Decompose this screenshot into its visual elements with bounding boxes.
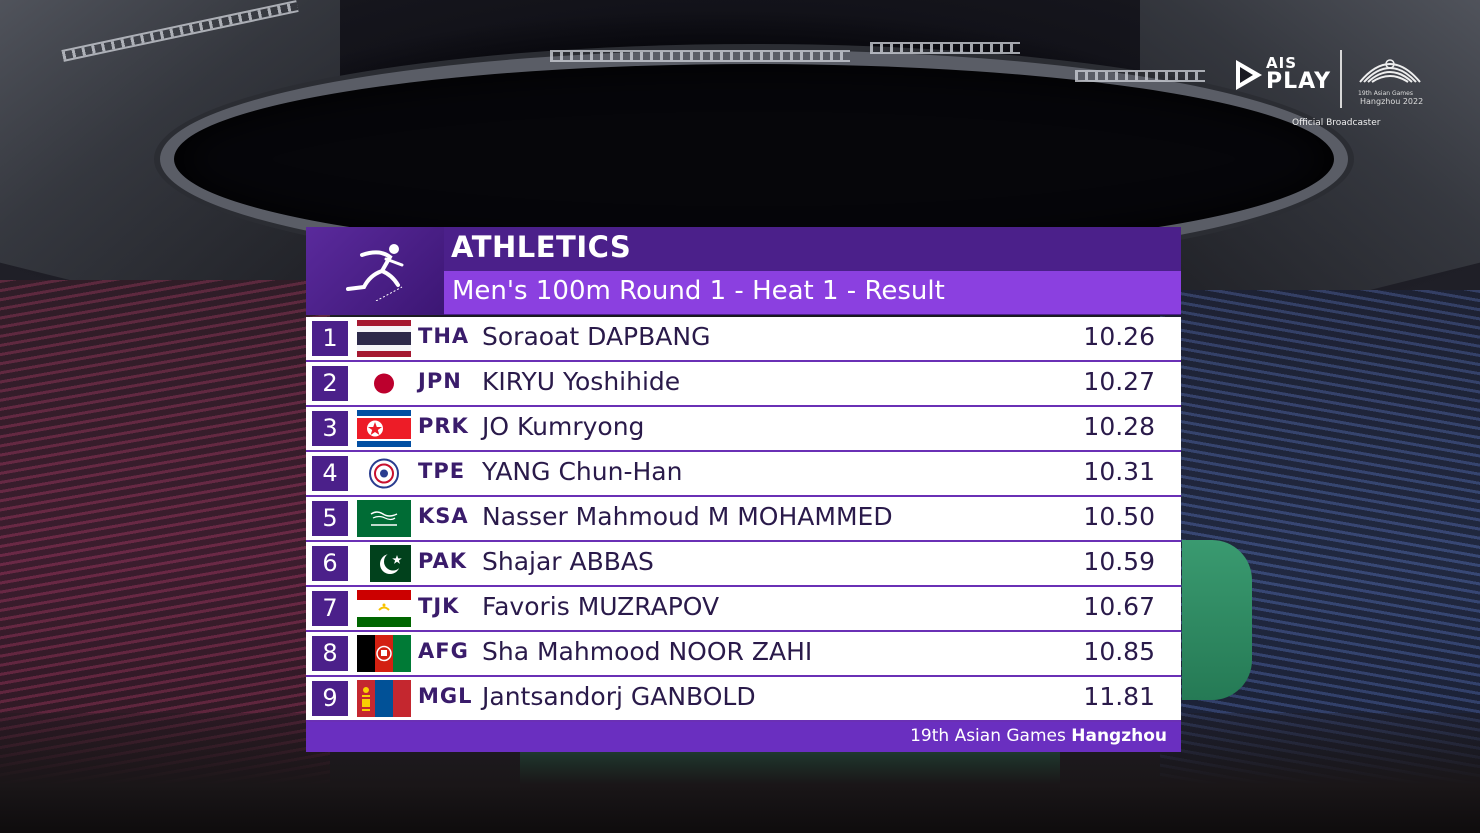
saudi-arabia-flag-icon xyxy=(357,500,411,537)
track-field-right xyxy=(1182,540,1252,700)
footer-label: 19th Asian Games Hangzhou xyxy=(910,726,1167,746)
footer-city: Hangzhou xyxy=(1071,726,1167,746)
result-row: 2 JPN KIRYU Yoshihide 10.27 xyxy=(306,362,1181,407)
lighting-truss xyxy=(1075,70,1205,82)
result-time: 10.28 xyxy=(1083,412,1155,441)
result-time: 10.85 xyxy=(1083,637,1155,666)
japan-flag-icon xyxy=(357,365,411,402)
broadcaster-branding: AIS PLAY 19th Asian Games Hangzhou 2022 … xyxy=(1236,50,1436,135)
ais-label: AIS xyxy=(1266,54,1297,72)
result-row: 7 TJK Favoris MUZRAPOV 10.67 xyxy=(306,587,1181,632)
result-row: 5 KSA Nasser Mahmoud M MOHAMMED 10.50 xyxy=(306,497,1181,542)
games-line1: 19th Asian Games xyxy=(1358,90,1413,97)
country-code: THA xyxy=(418,324,470,348)
result-time: 10.50 xyxy=(1083,502,1155,531)
rank-badge: 4 xyxy=(312,456,348,491)
country-code: KSA xyxy=(418,504,469,528)
lighting-truss xyxy=(870,42,1020,54)
country-code: TPE xyxy=(418,459,466,483)
rank-badge: 9 xyxy=(312,681,348,716)
athlete-name: Sha Mahmood NOOR ZAHI xyxy=(482,637,813,666)
games-line2: Hangzhou 2022 xyxy=(1360,97,1424,106)
rank-badge: 3 xyxy=(312,411,348,446)
athlete-name: JO Kumryong xyxy=(482,412,645,441)
result-row: 3 PRK JO Kumryong 10.28 xyxy=(306,407,1181,452)
result-time: 10.67 xyxy=(1083,592,1155,621)
athlete-name: Soraoat DAPBANG xyxy=(482,322,711,351)
official-broadcaster-label: Official Broadcaster xyxy=(1292,118,1381,128)
result-row: 9 MGL Jantsandorj GANBOLD 11.81 xyxy=(306,677,1181,722)
athlete-name: Shajar ABBAS xyxy=(482,547,654,576)
result-time: 10.27 xyxy=(1083,367,1155,396)
athlete-name: Nasser Mahmoud M MOHAMMED xyxy=(482,502,893,531)
sport-icon-box xyxy=(306,227,444,315)
chinese-taipei-flag-icon xyxy=(357,455,411,492)
rank-badge: 1 xyxy=(312,321,348,356)
play-icon xyxy=(1236,60,1262,90)
athlete-name: KIRYU Yoshihide xyxy=(482,367,681,396)
results-header: ATHLETICS Men's 100m Round 1 - Heat 1 - … xyxy=(306,227,1181,315)
result-time: 10.26 xyxy=(1083,322,1155,351)
result-time: 11.81 xyxy=(1083,682,1155,711)
mongolia-flag-icon xyxy=(357,680,411,717)
results-panel: ATHLETICS Men's 100m Round 1 - Heat 1 - … xyxy=(306,227,1181,752)
rank-badge: 7 xyxy=(312,591,348,626)
result-row: 1 THA Soraoat DAPBANG 10.26 xyxy=(306,317,1181,362)
rank-badge: 6 xyxy=(312,546,348,581)
athlete-name: Favoris MUZRAPOV xyxy=(482,592,720,621)
athlete-name: YANG Chun-Han xyxy=(482,457,683,486)
afghanistan-flag-icon xyxy=(357,635,411,672)
north-korea-flag-icon xyxy=(357,410,411,447)
country-code: AFG xyxy=(418,639,469,663)
event-title: Men's 100m Round 1 - Heat 1 - Result xyxy=(452,276,945,306)
country-code: PRK xyxy=(418,414,469,438)
country-code: TJK xyxy=(418,594,460,618)
runner-icon xyxy=(346,244,404,301)
results-footer: 19th Asian Games Hangzhou xyxy=(306,722,1181,752)
rank-badge: 8 xyxy=(312,636,348,671)
thailand-flag-icon xyxy=(357,320,411,357)
result-row: 6 PAK Shajar ABBAS 10.59 xyxy=(306,542,1181,587)
result-time: 10.59 xyxy=(1083,547,1155,576)
result-row: 8 AFG Sha Mahmood NOOR ZAHI 10.85 xyxy=(306,632,1181,677)
asian-games-emblem-icon xyxy=(1359,59,1421,83)
pakistan-flag-icon xyxy=(357,545,411,582)
lighting-truss xyxy=(550,50,850,62)
athlete-name: Jantsandorj GANBOLD xyxy=(482,682,756,711)
event-bar: Men's 100m Round 1 - Heat 1 - Result xyxy=(444,271,1181,314)
footer-prefix: 19th Asian Games xyxy=(910,726,1072,746)
result-row: 4 TPE YANG Chun-Han 10.31 xyxy=(306,452,1181,497)
result-time: 10.31 xyxy=(1083,457,1155,486)
country-code: MGL xyxy=(418,684,473,708)
brand-divider xyxy=(1340,50,1342,108)
country-code: JPN xyxy=(418,369,462,393)
rank-badge: 2 xyxy=(312,366,348,401)
results-list: 1 THA Soraoat DAPBANG 10.26 2 JPN KIRYU … xyxy=(306,317,1181,722)
rank-badge: 5 xyxy=(312,501,348,536)
play-label: PLAY xyxy=(1266,69,1331,94)
country-code: PAK xyxy=(418,549,467,573)
sport-title: ATHLETICS xyxy=(451,230,632,264)
tajikistan-flag-icon xyxy=(357,590,411,627)
